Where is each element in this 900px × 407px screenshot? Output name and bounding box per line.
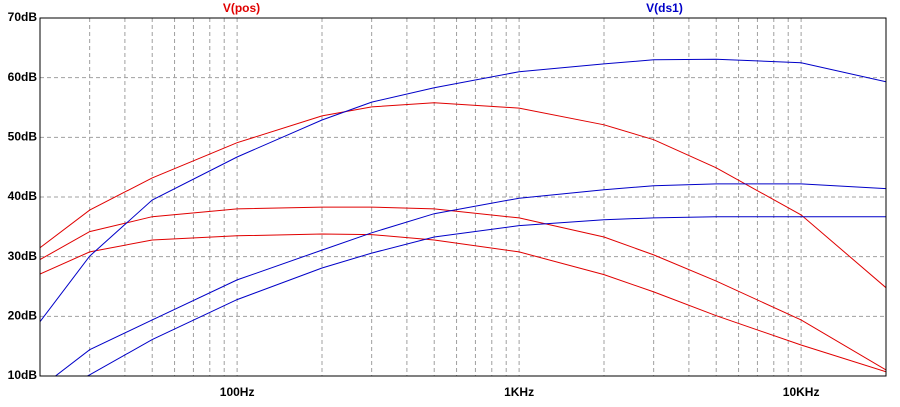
y-tick-label: 20dB bbox=[8, 309, 38, 323]
line bbox=[40, 102, 886, 289]
y-tick-label: 70dB bbox=[8, 10, 38, 24]
line bbox=[54, 183, 886, 376]
y-tick-label: 30dB bbox=[8, 249, 38, 263]
x-tick-label: 10KHz bbox=[783, 385, 820, 399]
x-tick-label: 1KHz bbox=[504, 385, 534, 399]
y-tick-label: 40dB bbox=[8, 189, 38, 203]
legend-entry: V(ds1) bbox=[646, 1, 683, 15]
y-tick-label: 60dB bbox=[8, 70, 38, 84]
line bbox=[86, 216, 886, 376]
line bbox=[40, 58, 886, 323]
legend-entry: V(pos) bbox=[223, 1, 260, 15]
line bbox=[40, 206, 886, 371]
y-tick-label: 10dB bbox=[8, 368, 38, 382]
grid bbox=[40, 17, 886, 377]
plot-area bbox=[40, 58, 886, 376]
y-tick-label: 50dB bbox=[8, 130, 38, 144]
plot-frame bbox=[39, 17, 887, 377]
line bbox=[40, 233, 886, 373]
x-tick-label: 100Hz bbox=[220, 385, 255, 399]
